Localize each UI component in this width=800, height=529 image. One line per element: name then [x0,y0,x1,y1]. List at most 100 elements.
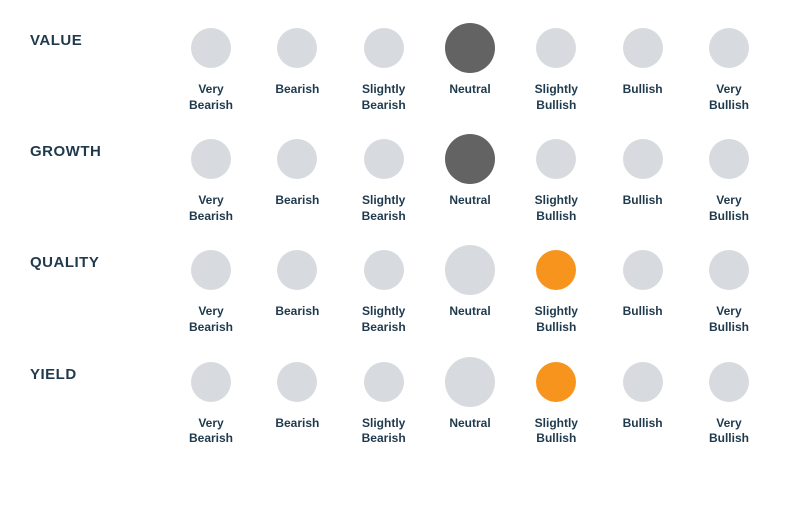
scale-label: Bearish [275,82,319,98]
scale-cell: Slightly Bullish [515,131,597,224]
scale-cell: Slightly Bearish [343,131,425,224]
scale-label: Neutral [449,304,490,320]
dot [191,250,231,290]
scale-label: Very Bearish [189,304,233,335]
dot-selected [445,23,495,73]
dot [709,28,749,68]
scale-cell: Very Bearish [170,242,252,335]
scale-label: Bearish [275,416,319,432]
dot [623,362,663,402]
dot [364,28,404,68]
dot-wrap [277,131,317,187]
scale-row: GROWTHVery Bearish Bearish Slightly Bearis… [30,131,770,224]
scale-cell: Very Bearish [170,20,252,113]
scale-cell: Slightly Bearish [343,354,425,447]
scale-label: Bearish [275,304,319,320]
dot-selected [536,362,576,402]
scale-cell: Very Bearish [170,131,252,224]
scale-cell: Bearish [256,20,338,113]
scale: Very Bearish Bearish Slightly Bearish Neutr… [170,354,770,447]
row-label: VALUE [30,20,170,49]
dot-wrap [536,242,576,298]
scale-cell: Slightly Bearish [343,20,425,113]
row-label: QUALITY [30,242,170,271]
scale-cell: Neutral [429,131,511,224]
dot-wrap [709,20,749,76]
dot-wrap [536,20,576,76]
dot-wrap [191,354,231,410]
sentiment-dot-chart: VALUEVery BearishBearishSlightly Bearish… [30,20,770,447]
scale-row: QUALITY Very Bearish Bearish Slightly Beari… [30,242,770,335]
scale-cell: Bullish [602,354,684,447]
dot-wrap [709,131,749,187]
scale: Very Bearish Bearish Slightly Bearish Neutr… [170,242,770,335]
dot-selected [536,250,576,290]
scale-cell: Neutral [429,20,511,113]
dot-wrap [623,354,663,410]
scale-row: VALUEVery Bearish Bearish Slightly Bearish… [30,20,770,113]
dot-wrap [364,131,404,187]
dot-wrap [445,131,495,187]
dot-wrap [277,242,317,298]
scale-label: Neutral [449,82,490,98]
dot-wrap [191,20,231,76]
dot-wrap [445,20,495,76]
scale-cell: Slightly Bullish [515,354,597,447]
dot [364,250,404,290]
scale-cell: Very Bullish [688,20,770,113]
dot [364,139,404,179]
scale-cell: Very Bullish [688,131,770,224]
dot [445,245,495,295]
dot [191,28,231,68]
dot-wrap [536,131,576,187]
scale-cell: Very Bullish [688,242,770,335]
dot [277,28,317,68]
row-label: GROWTH [30,131,170,160]
scale-label: Bullish [623,82,663,98]
scale-label: Bullish [623,416,663,432]
dot [709,362,749,402]
scale-cell: Bearish [256,131,338,224]
dot [536,139,576,179]
scale-cell: Bearish [256,354,338,447]
dot [364,362,404,402]
scale-row: YIELDVery BearishBearishSlightly Bearish… [30,354,770,447]
scale-label: Slightly Bullish [535,416,578,447]
dot-wrap [191,131,231,187]
dot [623,250,663,290]
dot-wrap [445,354,495,410]
scale: Very Bearish Bearish Slightly Bearish Neutr… [170,131,770,224]
dot-wrap [364,354,404,410]
dot-wrap [191,242,231,298]
scale-cell: Slightly Bearish [343,242,425,335]
scale-label: Bullish [623,193,663,209]
scale-label: Slightly Bullish [535,193,578,224]
scale-cell: Very Bullish [688,354,770,447]
dot [709,250,749,290]
scale-label: Slightly Bullish [535,304,578,335]
dot-wrap [364,20,404,76]
scale-label: Neutral [449,416,490,432]
dot-wrap [623,20,663,76]
scale-cell: Slightly Bullish [515,242,597,335]
scale-cell: Bullish [602,20,684,113]
dot [709,139,749,179]
scale-label: Slightly Bearish [362,416,406,447]
scale-cell: Neutral [429,242,511,335]
scale-label: Very Bullish [709,304,749,335]
scale-label: Slightly Bearish [362,193,406,224]
scale-label: Very Bearish [189,416,233,447]
scale-label: Bearish [275,193,319,209]
dot-wrap [623,131,663,187]
dot [191,139,231,179]
scale-cell: Bullish [602,242,684,335]
dot [623,139,663,179]
dot [277,139,317,179]
dot-wrap [364,242,404,298]
dot-wrap [277,354,317,410]
scale-label: Slightly Bearish [362,304,406,335]
dot-wrap [277,20,317,76]
scale-label: Very Bullish [709,82,749,113]
scale-label: Neutral [449,193,490,209]
dot [277,250,317,290]
